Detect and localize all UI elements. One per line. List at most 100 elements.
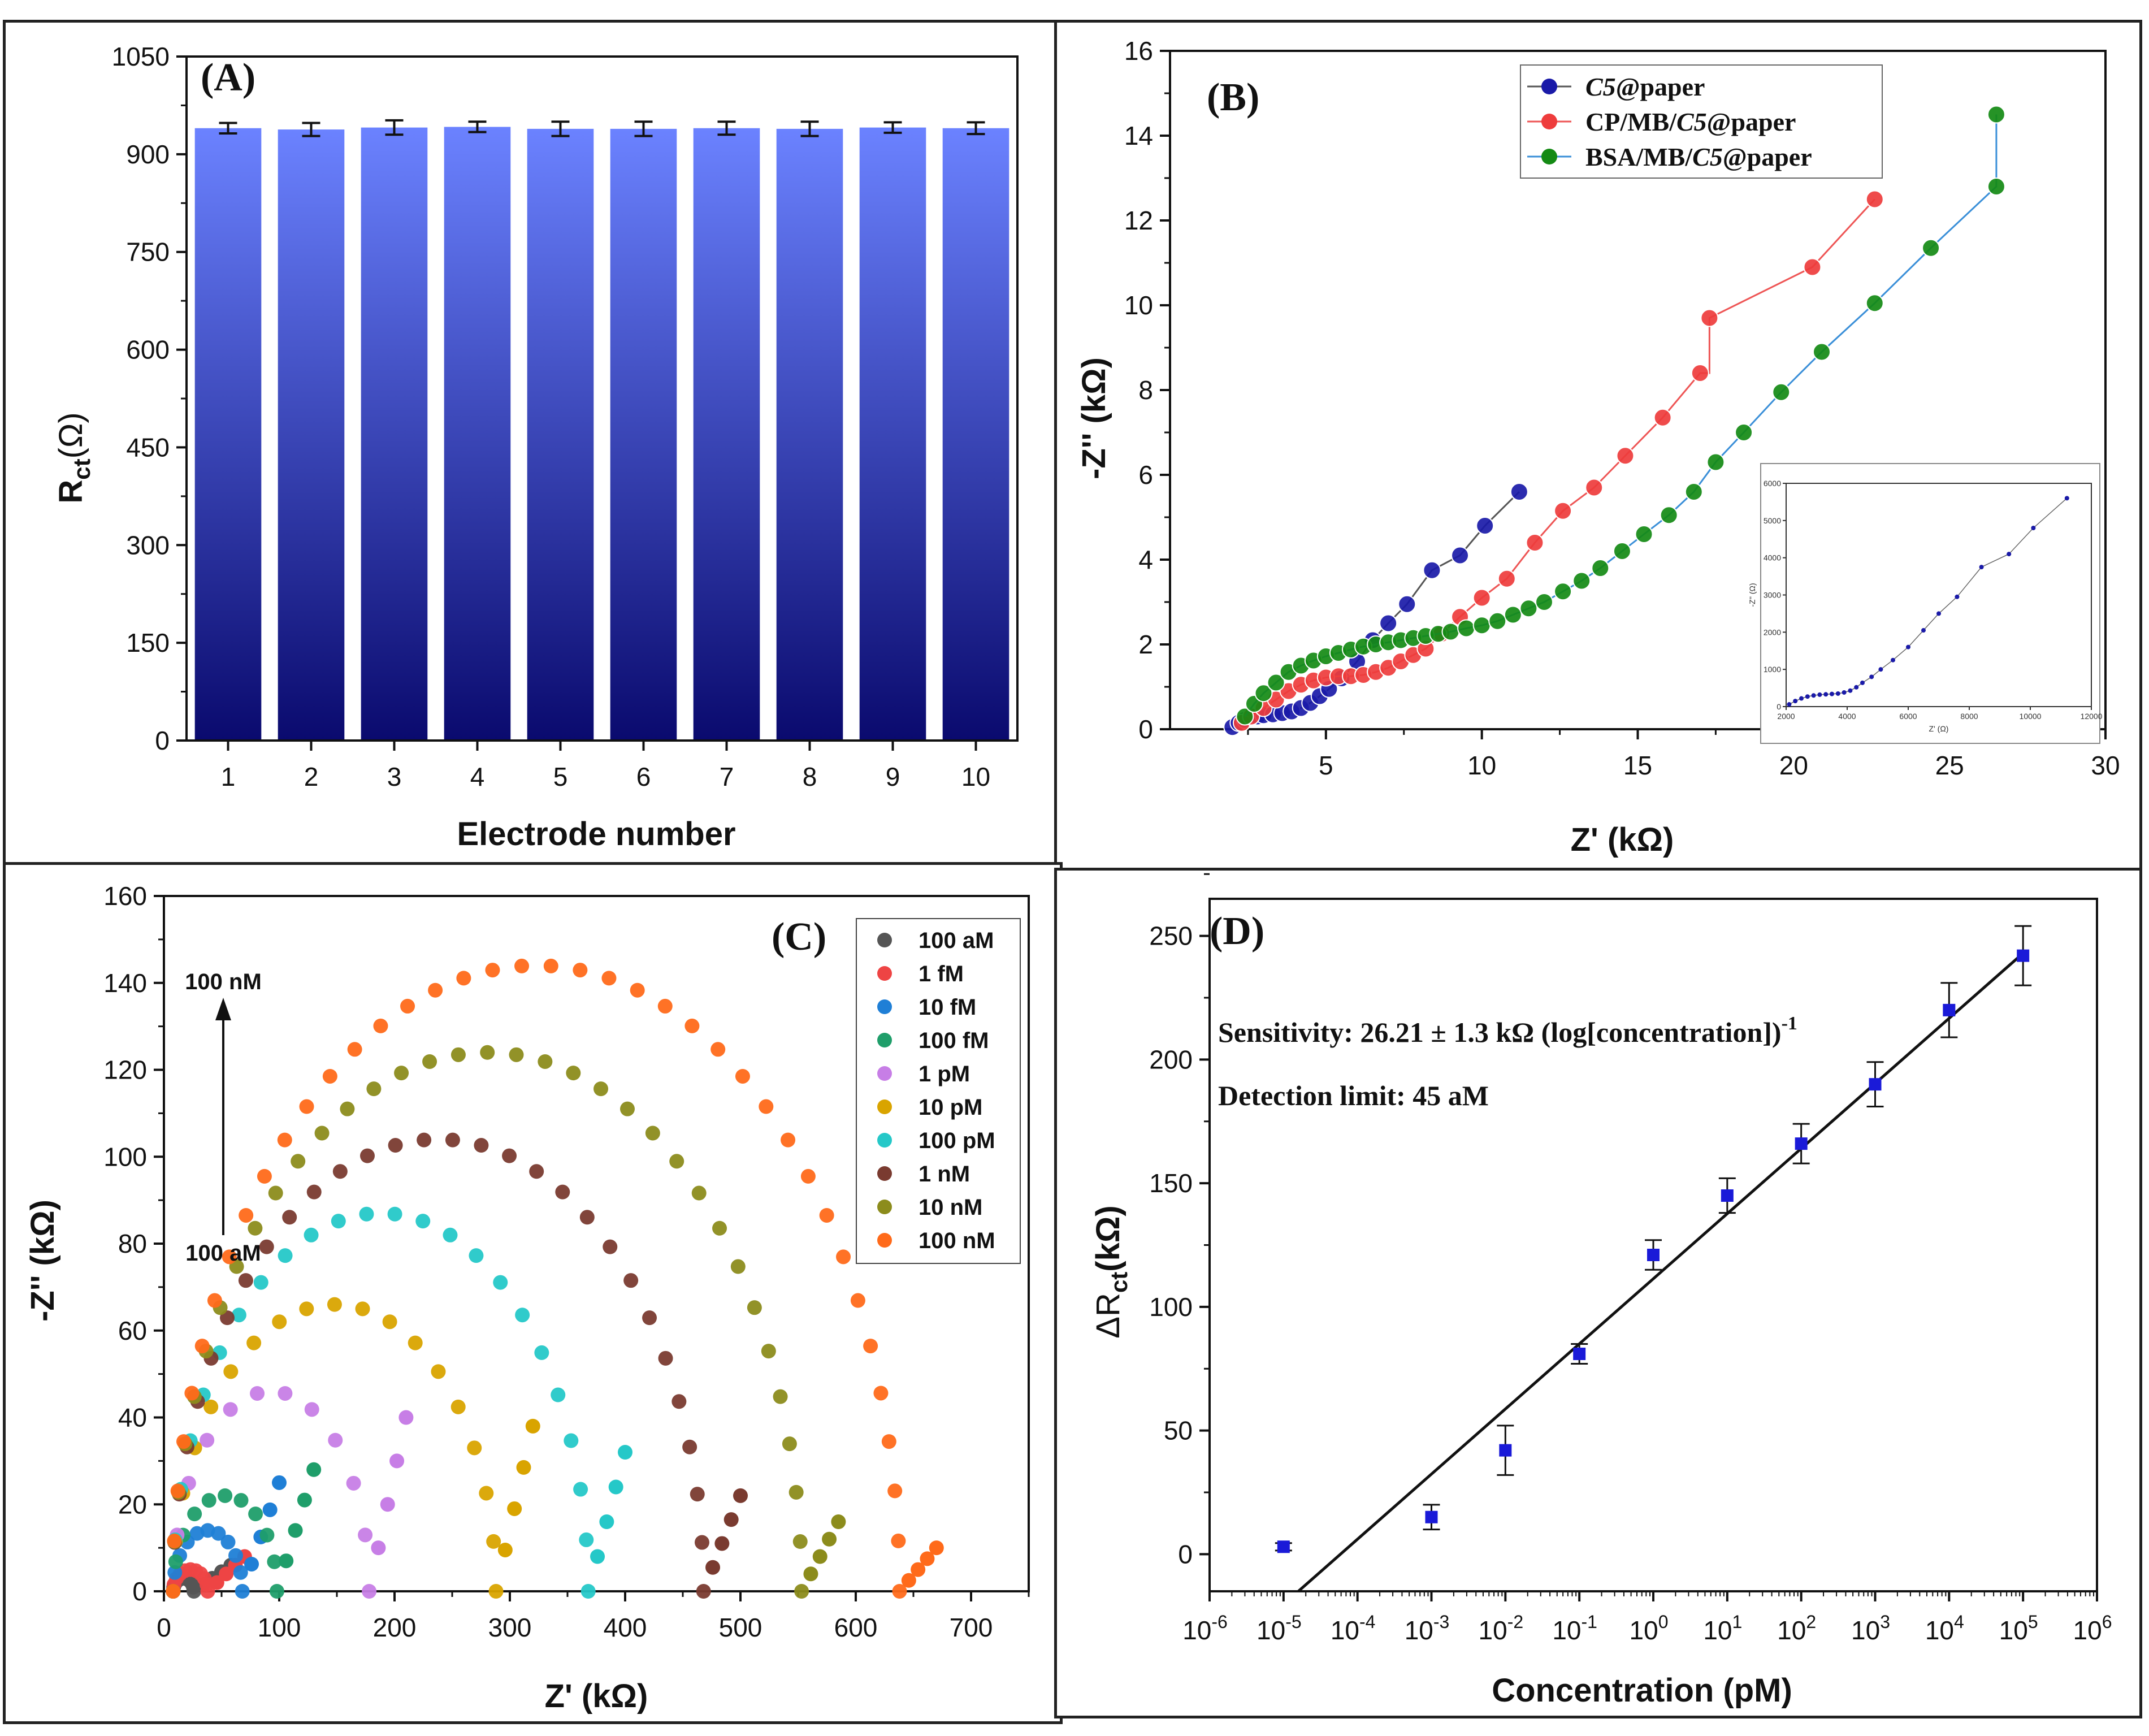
data-point bbox=[474, 1138, 489, 1153]
data-point bbox=[593, 1081, 609, 1097]
data-point bbox=[299, 1099, 314, 1114]
legend-label: 1 pM bbox=[918, 1062, 970, 1086]
data-point bbox=[223, 1402, 238, 1417]
data-point bbox=[1441, 622, 1460, 641]
data-point bbox=[580, 1584, 596, 1599]
bar-7 bbox=[693, 128, 760, 741]
fit-line bbox=[1297, 952, 2024, 1592]
x-tick-label: 4 bbox=[470, 762, 485, 791]
data-point bbox=[1254, 684, 1273, 703]
data-point bbox=[297, 1492, 312, 1508]
data-point bbox=[278, 1248, 293, 1263]
data-point bbox=[618, 1445, 632, 1460]
data-point bbox=[782, 1436, 797, 1452]
data-point bbox=[601, 971, 617, 986]
legend-marker bbox=[877, 1033, 892, 1047]
y-tick-label: 0 bbox=[1178, 1539, 1193, 1569]
data-point bbox=[781, 1132, 796, 1148]
data-point bbox=[450, 1047, 466, 1062]
data-point bbox=[415, 1214, 431, 1229]
data-point bbox=[657, 998, 673, 1014]
x-tick-label: 5 bbox=[1319, 751, 1333, 780]
data-point bbox=[1706, 453, 1725, 471]
data-point bbox=[1591, 559, 1610, 577]
data-point bbox=[710, 1042, 726, 1057]
data-point bbox=[723, 1512, 739, 1527]
data-point bbox=[428, 982, 443, 998]
legend-marker bbox=[877, 1233, 892, 1248]
data-point bbox=[480, 1045, 495, 1060]
y-tick-label: 140 bbox=[103, 968, 147, 998]
inset-point bbox=[2064, 496, 2069, 501]
data-point bbox=[233, 1565, 248, 1580]
data-point bbox=[671, 1394, 687, 1409]
data-point bbox=[167, 1565, 183, 1580]
data-point bbox=[502, 1148, 517, 1163]
data-point bbox=[389, 1453, 405, 1469]
legend-label: 1 fM bbox=[918, 962, 964, 986]
inset-point bbox=[1787, 702, 1792, 707]
data-point bbox=[223, 1364, 239, 1379]
data-point bbox=[1943, 1003, 1956, 1016]
data-point bbox=[794, 1584, 809, 1599]
data-point bbox=[359, 1206, 374, 1222]
data-point bbox=[485, 963, 500, 978]
legend-label: 100 aM bbox=[918, 928, 994, 953]
data-point bbox=[248, 1506, 263, 1522]
inset-x-tick-label: 2000 bbox=[1777, 712, 1795, 721]
data-point bbox=[371, 1540, 386, 1556]
data-point bbox=[892, 1584, 907, 1599]
y-tick-label: 14 bbox=[1124, 121, 1153, 150]
data-point bbox=[735, 1068, 750, 1084]
inset-y-tick-label: 1000 bbox=[1764, 665, 1781, 674]
data-point bbox=[267, 1554, 282, 1569]
data-point bbox=[218, 1488, 233, 1503]
data-point bbox=[579, 1532, 594, 1547]
x-tick-label: 102 bbox=[1777, 1612, 1816, 1645]
data-point bbox=[1803, 258, 1822, 276]
data-point bbox=[277, 1132, 292, 1148]
inset-point bbox=[1830, 691, 1834, 696]
data-point bbox=[362, 1584, 377, 1599]
data-point bbox=[366, 1081, 382, 1097]
x-tick-label: 10-1 bbox=[1552, 1612, 1597, 1645]
data-point bbox=[306, 1184, 322, 1200]
data-point bbox=[257, 1168, 272, 1184]
x-tick-label: 6 bbox=[636, 762, 651, 791]
panel-c-chart: 0 100 200 300 400 500 600 700 0 20 40 60 80 100 120 140… bbox=[24, 881, 1030, 1715]
data-point bbox=[645, 1125, 660, 1141]
x-tick-label: 10-5 bbox=[1257, 1612, 1302, 1645]
y-tick-label: 0 bbox=[1138, 715, 1153, 744]
data-point bbox=[239, 1207, 254, 1223]
x-tick-label: 3 bbox=[387, 762, 402, 791]
data-point bbox=[194, 1339, 210, 1354]
data-point bbox=[573, 1482, 588, 1497]
data-point bbox=[184, 1386, 200, 1401]
data-point bbox=[1504, 605, 1522, 624]
x-tick-label: 9 bbox=[886, 762, 900, 791]
data-point bbox=[1488, 612, 1507, 630]
legend-label: 100 fM bbox=[918, 1028, 989, 1053]
data-point bbox=[231, 1308, 246, 1323]
data-point bbox=[268, 1185, 283, 1201]
data-point bbox=[288, 1523, 303, 1538]
data-point bbox=[1585, 478, 1604, 497]
data-point bbox=[168, 1554, 183, 1569]
x-tick-label: 10 bbox=[961, 762, 990, 791]
inset-x-tick-label: 4000 bbox=[1838, 712, 1856, 721]
legend-label: 10 pM bbox=[918, 1095, 982, 1120]
data-point bbox=[1398, 595, 1416, 613]
x-tick-label: 104 bbox=[1925, 1612, 1964, 1645]
inset-point bbox=[1823, 692, 1829, 697]
data-point bbox=[1616, 447, 1635, 465]
arrow-label-top: 100 nM bbox=[185, 969, 262, 994]
inset-point bbox=[1891, 657, 1895, 663]
x-tick-label: 30 bbox=[2091, 751, 2120, 780]
data-point bbox=[1987, 105, 2005, 124]
data-point bbox=[822, 1531, 837, 1547]
data-point bbox=[507, 1501, 522, 1516]
y-tick-label: 150 bbox=[1149, 1168, 1193, 1198]
legend-label: C5@paper bbox=[1585, 72, 1705, 101]
legend-label: 100 pM bbox=[918, 1128, 995, 1153]
bar-9 bbox=[859, 127, 926, 741]
